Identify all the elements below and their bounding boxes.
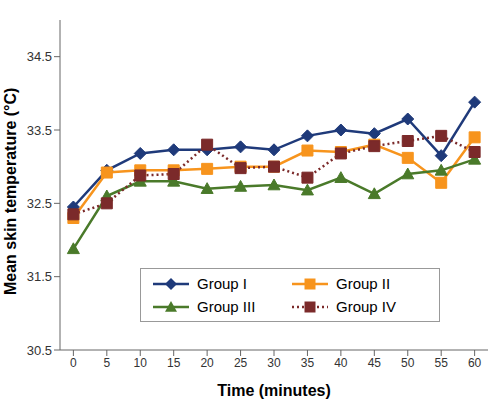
svg-text:30.5: 30.5 — [27, 343, 52, 358]
svg-text:33.5: 33.5 — [27, 123, 52, 138]
svg-text:34.5: 34.5 — [27, 49, 52, 64]
svg-text:5: 5 — [103, 356, 110, 370]
svg-text:55: 55 — [435, 356, 449, 370]
svg-text:50: 50 — [401, 356, 415, 370]
svg-text:32.5: 32.5 — [27, 196, 52, 211]
svg-text:20: 20 — [200, 356, 214, 370]
svg-text:0: 0 — [70, 356, 77, 370]
svg-text:60: 60 — [468, 356, 482, 370]
svg-text:10: 10 — [134, 356, 148, 370]
svg-text:15: 15 — [167, 356, 181, 370]
html-text:Group I: Group I — [197, 275, 247, 292]
svg-text:25: 25 — [234, 356, 248, 370]
svg-text:Mean skin temperature (°C): Mean skin temperature (°C) — [8, 88, 19, 295]
html-text:Group IV: Group IV — [336, 298, 396, 315]
svg-text:Time (minutes): Time (minutes) — [217, 382, 331, 399]
svg-text:30: 30 — [267, 356, 281, 370]
svg-text:45: 45 — [368, 356, 382, 370]
svg-text:40: 40 — [334, 356, 348, 370]
html-text:Group II: Group II — [336, 275, 391, 292]
html-text:Group III: Group III — [197, 298, 256, 315]
svg-text:35: 35 — [301, 356, 315, 370]
svg-text:31.5: 31.5 — [27, 269, 52, 284]
